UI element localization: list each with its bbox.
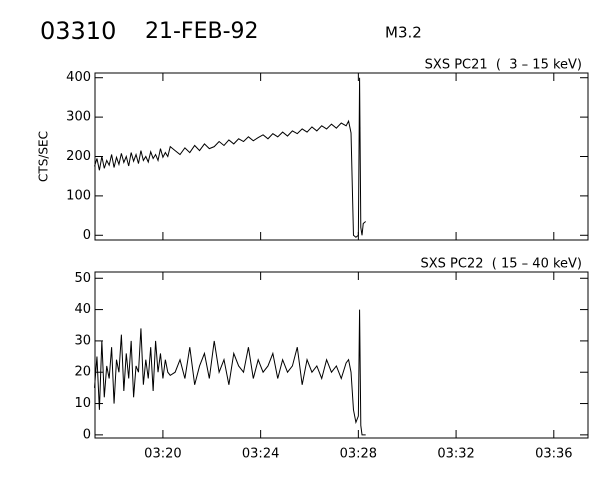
y-tick-label: 40: [74, 302, 91, 317]
panel-title: SXS PC21 ( 3 – 15 keV): [425, 58, 582, 73]
x-tick-label: 03:28: [340, 447, 377, 462]
x-tick-label: 03:36: [535, 447, 572, 462]
data-line: [94, 77, 367, 238]
y-tick-label: 50: [74, 271, 91, 286]
y-tick-label: 100: [66, 188, 91, 203]
y-tick-label: 30: [74, 333, 91, 348]
y-tick-label: 0: [83, 427, 91, 442]
flare-class: M3.2: [385, 24, 422, 42]
y-tick-label: 200: [66, 149, 91, 164]
y-tick-label: 300: [66, 110, 91, 125]
y-tick-label: 20: [74, 365, 91, 380]
event-id: 03310: [40, 17, 116, 45]
data-line: [94, 309, 366, 436]
panel-title: SXS PC22 ( 15 – 40 keV): [421, 257, 582, 272]
y-tick-label: 400: [66, 70, 91, 85]
x-tick-label: 03:32: [437, 447, 474, 462]
y-axis-label: CTS/SEC: [37, 131, 51, 182]
x-tick-label: 03:24: [242, 447, 279, 462]
y-tick-label: 0: [83, 228, 91, 243]
plot-frame: [94, 72, 589, 241]
y-tick-label: 10: [74, 396, 91, 411]
plot-frame: [94, 271, 589, 439]
event-date: 21-FEB-92: [145, 19, 259, 44]
x-tick-label: 03:20: [144, 447, 181, 462]
